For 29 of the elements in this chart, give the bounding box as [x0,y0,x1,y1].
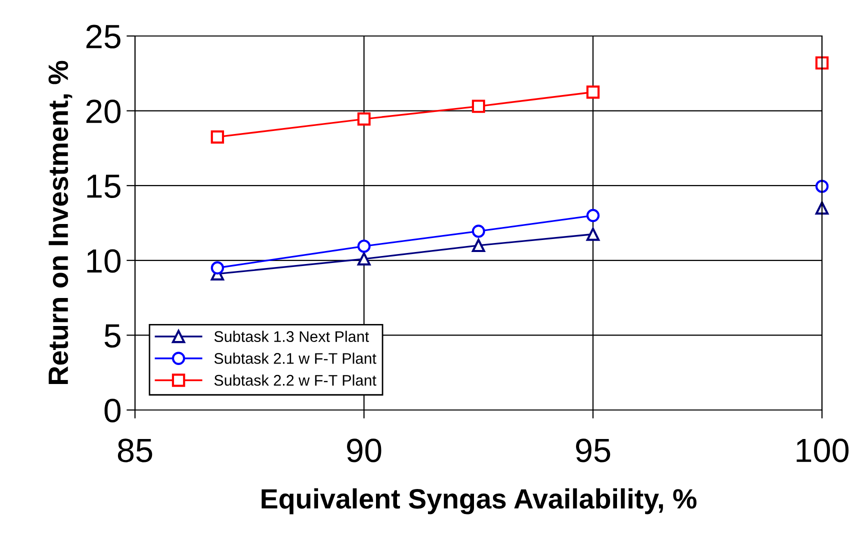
y-tick-label: 5 [104,324,120,348]
point [586,228,600,241]
point [472,224,486,238]
legend-label: Subtask 1.3 Next Plant [214,330,369,342]
y-tick-label: 20 [86,100,121,124]
point [210,261,224,274]
y-tick-label: 10 [87,249,121,273]
point [210,130,224,144]
point [357,112,371,126]
y-tick-label: 15 [87,174,120,198]
point [815,56,829,70]
x-tick-label: 100 [796,438,849,462]
x-tick-label: 95 [576,438,610,462]
legend-label: Subtask 2.2 w F-T Plant [214,374,376,386]
point [586,208,600,222]
y-tick-label: 25 [86,24,120,48]
x-tick-label: 85 [118,438,152,462]
point [357,240,371,253]
x-axis-title: Equivalent Syngas Availability, % [262,488,696,514]
legend-label: Subtask 2.1 w F-T Plant [214,352,376,364]
point [472,100,486,113]
point [815,180,829,193]
point [586,86,600,99]
y-tick-label: 0 [104,398,121,422]
point [815,201,829,215]
y-axis-title: Return on Investment, % [48,60,72,384]
point [357,252,371,266]
x-tick-label: 90 [347,438,382,462]
point [472,238,486,252]
